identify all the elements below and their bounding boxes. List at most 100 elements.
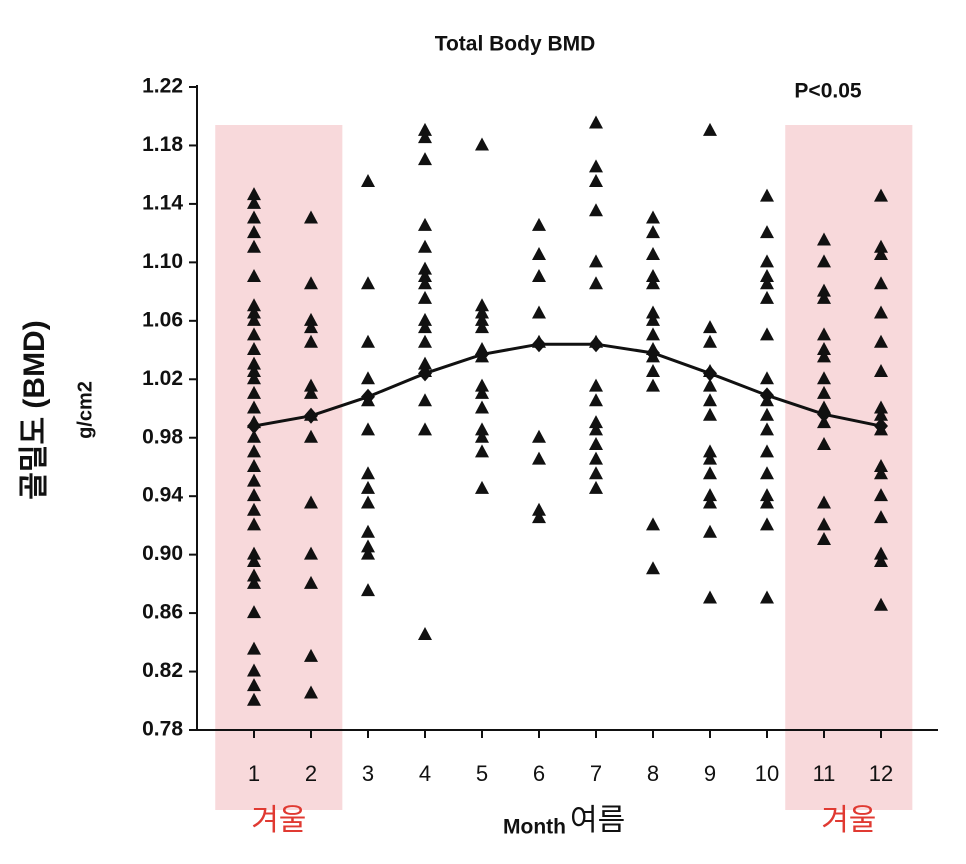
- point: [418, 239, 432, 253]
- point: [874, 546, 888, 560]
- point: [874, 553, 888, 567]
- point: [760, 188, 774, 202]
- point: [532, 510, 546, 524]
- point: [874, 407, 888, 421]
- point: [418, 122, 432, 136]
- point: [646, 276, 660, 290]
- winter-label: 겨울: [251, 804, 306, 837]
- point: [247, 239, 261, 253]
- mean-point: [304, 407, 318, 424]
- point: [247, 605, 261, 619]
- mean-point: [361, 388, 375, 405]
- point: [646, 210, 660, 224]
- point: [874, 239, 888, 253]
- point: [247, 371, 261, 385]
- point: [817, 327, 831, 341]
- point: [760, 488, 774, 502]
- point: [589, 480, 603, 494]
- point: [646, 561, 660, 575]
- mean-point: [247, 418, 261, 435]
- point: [817, 437, 831, 451]
- mean-point: [874, 418, 888, 435]
- point: [532, 268, 546, 282]
- point: [361, 480, 375, 494]
- point: [247, 458, 261, 472]
- point: [475, 320, 489, 334]
- point: [760, 495, 774, 509]
- point: [247, 678, 261, 692]
- point: [703, 393, 717, 407]
- point: [874, 276, 888, 290]
- point: [361, 371, 375, 385]
- x-tick-label: 1: [248, 761, 260, 786]
- x-axis-label: Month: [503, 816, 566, 839]
- point: [646, 247, 660, 261]
- mean-point: [646, 344, 660, 361]
- point: [874, 400, 888, 414]
- point: [361, 524, 375, 538]
- point: [817, 385, 831, 399]
- point: [703, 451, 717, 465]
- point: [646, 378, 660, 392]
- point: [247, 473, 261, 487]
- point: [874, 458, 888, 472]
- point: [475, 305, 489, 319]
- point: [361, 334, 375, 348]
- point: [247, 195, 261, 209]
- point: [247, 488, 261, 502]
- point: [475, 137, 489, 151]
- point: [247, 268, 261, 282]
- point: [874, 488, 888, 502]
- point: [361, 539, 375, 553]
- annotation: P<0.05: [794, 80, 861, 103]
- point: [247, 305, 261, 319]
- y-tick-label: 0.90: [142, 542, 183, 565]
- point: [760, 225, 774, 239]
- point: [589, 451, 603, 465]
- point: [817, 532, 831, 546]
- mean-point: [532, 336, 546, 353]
- point: [361, 495, 375, 509]
- x-tick-label: 12: [869, 761, 893, 786]
- point: [361, 422, 375, 436]
- point: [475, 400, 489, 414]
- point: [247, 568, 261, 582]
- point: [760, 327, 774, 341]
- point: [247, 363, 261, 377]
- point: [361, 546, 375, 560]
- x-tick-label: 11: [813, 761, 836, 786]
- point: [475, 298, 489, 312]
- x-tick-label: 2: [305, 761, 317, 786]
- point: [874, 188, 888, 202]
- point: [475, 312, 489, 326]
- point: [247, 553, 261, 567]
- x-tick-label: 5: [476, 761, 488, 786]
- point: [646, 268, 660, 282]
- mean-point: [418, 365, 432, 382]
- point: [703, 495, 717, 509]
- point: [646, 305, 660, 319]
- point: [418, 312, 432, 326]
- point: [475, 422, 489, 436]
- y-tick-label: 1.14: [142, 191, 183, 214]
- point: [874, 363, 888, 377]
- point: [247, 187, 261, 201]
- point: [247, 210, 261, 224]
- point: [361, 173, 375, 187]
- y-tick-label: 0.78: [142, 718, 183, 741]
- point: [475, 429, 489, 443]
- mean-point: [703, 365, 717, 382]
- chart-title: Total Body BMD: [435, 33, 596, 56]
- point: [703, 466, 717, 480]
- y-tick-label: 0.82: [142, 659, 183, 682]
- point: [760, 517, 774, 531]
- point: [703, 122, 717, 136]
- point: [760, 254, 774, 268]
- point: [589, 422, 603, 436]
- y-axis-unit: g/cm2: [74, 381, 96, 439]
- point: [418, 627, 432, 641]
- point: [817, 232, 831, 246]
- point: [418, 422, 432, 436]
- point: [589, 276, 603, 290]
